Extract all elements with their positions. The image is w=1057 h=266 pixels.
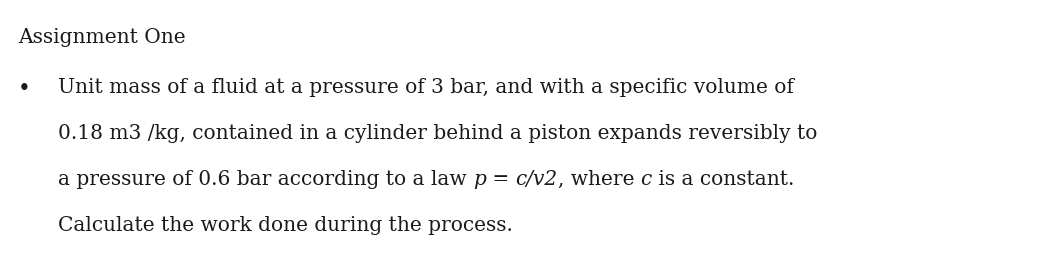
Text: =: =: [486, 170, 516, 189]
Text: Calculate the work done during the process.: Calculate the work done during the proce…: [58, 216, 513, 235]
Text: •: •: [18, 78, 31, 100]
Text: Assignment One: Assignment One: [18, 28, 186, 47]
Text: p: p: [472, 170, 486, 189]
Text: c/v2: c/v2: [516, 170, 558, 189]
Text: Unit mass of a fluid at a pressure of 3 bar, and with a specific volume of: Unit mass of a fluid at a pressure of 3 …: [58, 78, 794, 97]
Text: a pressure of 0.6 bar according to a law: a pressure of 0.6 bar according to a law: [58, 170, 472, 189]
Text: 0.18 m3 /kg, contained in a cylinder behind a piston expands reversibly to: 0.18 m3 /kg, contained in a cylinder beh…: [58, 124, 817, 143]
Text: , where: , where: [558, 170, 641, 189]
Text: is a constant.: is a constant.: [652, 170, 794, 189]
Text: c: c: [641, 170, 652, 189]
